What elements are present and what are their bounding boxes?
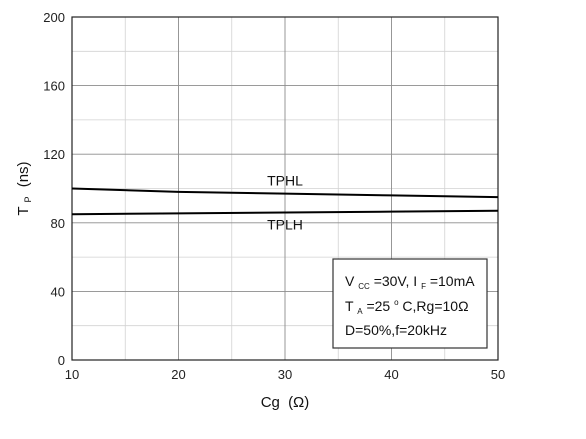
x-axis-title-unit: (Ω) bbox=[288, 394, 309, 411]
y-tick-label: 160 bbox=[43, 79, 65, 94]
y-axis-title-main: T bbox=[15, 207, 32, 216]
condition-line-3: D=50%,f=20kHz bbox=[345, 322, 447, 338]
condition-line-1: V CC =30V, I F =10mA bbox=[345, 273, 475, 292]
cond-vcc-main: V bbox=[345, 273, 355, 289]
y-axis-title-sub: P bbox=[23, 196, 33, 202]
cond-degree: o bbox=[394, 298, 399, 307]
cond-ta-rest: =25 bbox=[366, 298, 390, 314]
x-tick-label: 50 bbox=[491, 367, 505, 382]
x-axis-title: Cg (Ω) bbox=[261, 394, 310, 411]
cond-ta-sub: A bbox=[357, 307, 363, 316]
cond-rg-rest: C,Rg=10Ω bbox=[402, 298, 468, 314]
conditions-box: V CC =30V, I F =10mA T A =25 o C,Rg=10Ω … bbox=[332, 258, 488, 349]
cond-vcc-sub: CC bbox=[358, 282, 370, 291]
cond-ta-main: T bbox=[345, 298, 354, 314]
series-line-tphl bbox=[71, 187, 499, 199]
y-tick-label: 40 bbox=[51, 284, 65, 299]
y-tick-label: 120 bbox=[43, 147, 65, 162]
y-tick-label: 80 bbox=[51, 216, 65, 231]
x-tick-label: 40 bbox=[384, 367, 398, 382]
cond-if-rest: =10mA bbox=[430, 273, 475, 289]
cond-if-sub: F bbox=[421, 282, 426, 291]
condition-line-2: T A =25 o C,Rg=10Ω bbox=[345, 292, 469, 317]
y-tick-label: 200 bbox=[43, 10, 65, 25]
x-tick-label: 10 bbox=[65, 367, 79, 382]
series-label-tphl: TPHL bbox=[267, 173, 303, 189]
y-axis-title: T P (ns) bbox=[15, 161, 35, 215]
y-tick-label: 0 bbox=[58, 353, 65, 368]
y-axis-title-unit: (ns) bbox=[15, 161, 32, 187]
series-group bbox=[71, 187, 499, 216]
x-tick-label: 20 bbox=[171, 367, 185, 382]
x-tick-label: 30 bbox=[278, 367, 292, 382]
series-line-tplh bbox=[71, 209, 499, 216]
series-label-tplh: TPLH bbox=[267, 217, 303, 233]
x-axis-title-main: Cg bbox=[261, 394, 280, 411]
conditions-box-frame bbox=[332, 258, 488, 349]
cond-vcc-rest: =30V, I bbox=[374, 273, 417, 289]
tick-labels: 10 20 30 40 50 0 40 80 120 160 200 bbox=[43, 10, 505, 382]
